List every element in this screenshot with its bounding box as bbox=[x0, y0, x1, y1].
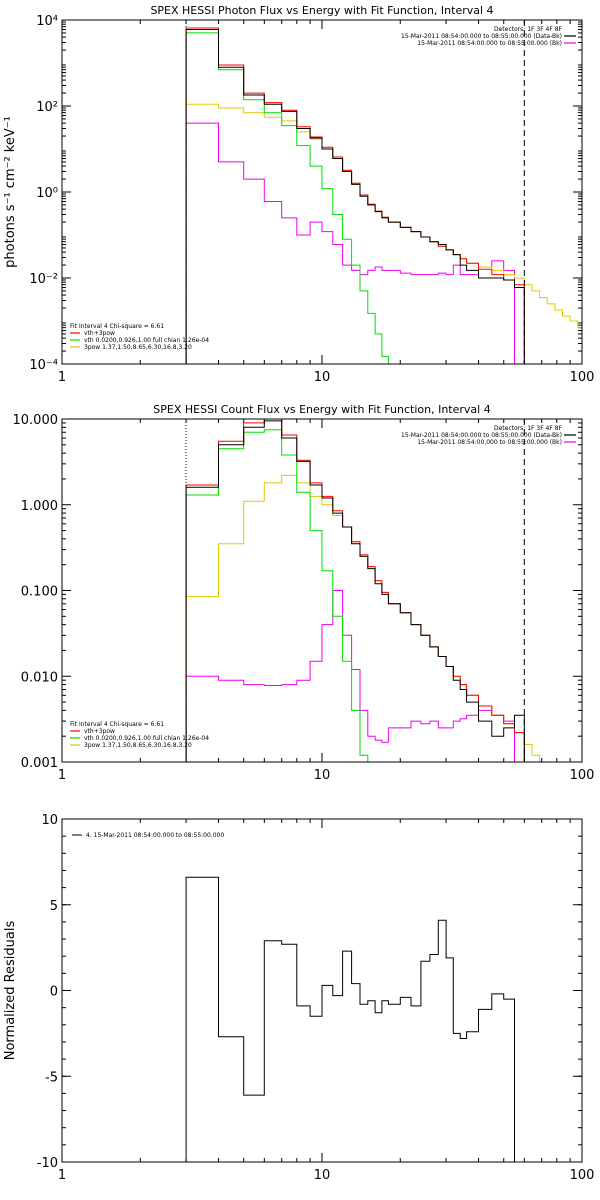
y-tick-label: 5 bbox=[50, 899, 58, 914]
y-tick-label: 10⁴ bbox=[36, 14, 58, 29]
legend-left-entry: 3pow 1.37,1.50,8.65,6.30,16.8,3.20 bbox=[84, 742, 192, 749]
series-line-3pow bbox=[185, 474, 541, 762]
y-tick-label: 0.010 bbox=[21, 670, 58, 685]
legend-left-entry: vth+3pow bbox=[84, 728, 115, 735]
x-tick-label: 1 bbox=[58, 1168, 66, 1183]
legend-left-entry: vth+3pow bbox=[84, 330, 115, 337]
series-line-data-bk bbox=[185, 420, 525, 762]
series-line-data-bk bbox=[185, 29, 525, 364]
series-line-vth-3pow bbox=[185, 419, 525, 762]
legend-right-entry: Detectors: 1F 3F 4F 8F bbox=[494, 425, 563, 432]
plot-frame bbox=[61, 19, 583, 365]
y-tick-label: 0.001 bbox=[21, 756, 58, 771]
y-tick-label: 10 bbox=[41, 813, 58, 828]
plot-frame bbox=[61, 418, 583, 763]
y-tick-label: 10⁻² bbox=[29, 272, 58, 287]
y-tick-label: 0 bbox=[50, 985, 58, 1000]
chart-panel-2: SPEX HESSI Count Flux vs Energy with Fit… bbox=[13, 403, 595, 783]
legend-right-entry: 15-Mar-2011 08:54:00.000 to 08:55:00.000… bbox=[401, 432, 562, 439]
series-line-residuals bbox=[185, 876, 515, 1162]
y-tick-label: 10² bbox=[36, 100, 58, 115]
x-tick-label: 100 bbox=[570, 768, 595, 783]
y-axis-label: Normalized Residuals bbox=[3, 921, 18, 1061]
legend-left-entry: Fit Interval 4 Chi-square = 6.61 bbox=[70, 721, 164, 728]
legend-left-entry: vth 0.0200,0.926,1.00 full chian 1.26e-0… bbox=[84, 337, 209, 344]
x-tick-label: 1 bbox=[58, 768, 66, 783]
x-tick-label: 100 bbox=[570, 370, 595, 385]
chart-panel-3: Normalized Residuals 1 10 100 -10 -5 0 5 10 4. 15… bbox=[3, 813, 595, 1183]
x-tick-label: 10 bbox=[314, 370, 331, 385]
y-tick-label: -10 bbox=[37, 1156, 58, 1171]
chart-panel-1: SPEX HESSI Photon Flux vs Energy with Fi… bbox=[3, 4, 595, 385]
legend-left-entry: Fit Interval 4 Chi-square = 6.61 bbox=[70, 323, 164, 330]
legend-right-entry: Detectors: 1F 3F 4F 8F bbox=[494, 26, 563, 33]
chart-title: SPEX HESSI Photon Flux vs Energy with Fi… bbox=[150, 4, 493, 17]
legend-left-entry: vth 0.0200,0.926,1.00 full chian 1.26e-0… bbox=[84, 735, 209, 742]
legend-right-entry: 15-Mar-2011 08:54:00.000 to 08:55:00.000… bbox=[417, 40, 562, 47]
x-tick-label: 10 bbox=[314, 768, 331, 783]
series-line-vth bbox=[185, 429, 369, 762]
x-tick-label: 1 bbox=[58, 370, 66, 385]
legend-right-entry: 15-Mar-2011 08:54:00.000 to 08:55:00.000… bbox=[401, 33, 562, 40]
series-line-bk bbox=[185, 590, 515, 762]
x-tick-label: 100 bbox=[570, 1168, 595, 1183]
y-tick-label: 10.000 bbox=[13, 413, 59, 428]
y-tick-label: 1.000 bbox=[21, 499, 58, 514]
x-tick-label: 10 bbox=[314, 1168, 331, 1183]
legend-left-entry: 4. 15-Mar-2011 08:54:00.000 to 08:55:00.… bbox=[86, 832, 224, 839]
series-line-3pow bbox=[185, 103, 582, 364]
series-line-vth bbox=[185, 32, 389, 364]
y-tick-label: 10⁻⁴ bbox=[29, 358, 58, 373]
legend-left-entry: 3pow 1.37,1.50,8.65,6.30,16.8,3.20 bbox=[84, 344, 192, 351]
y-tick-label: 10⁰ bbox=[36, 186, 58, 201]
y-tick-label: -5 bbox=[45, 1070, 58, 1085]
series-line-bk bbox=[185, 122, 525, 364]
series-line-vth-3pow bbox=[185, 27, 525, 364]
y-tick-label: 0.100 bbox=[21, 585, 58, 600]
chart-title: SPEX HESSI Count Flux vs Energy with Fit… bbox=[153, 403, 490, 416]
plot-frame bbox=[61, 818, 583, 1163]
legend-right-entry: 15-Mar-2011 08:54:00.000 to 08:55:00.000… bbox=[417, 439, 562, 446]
y-axis-label: photons s⁻¹ cm⁻² keV⁻¹ bbox=[3, 116, 18, 268]
